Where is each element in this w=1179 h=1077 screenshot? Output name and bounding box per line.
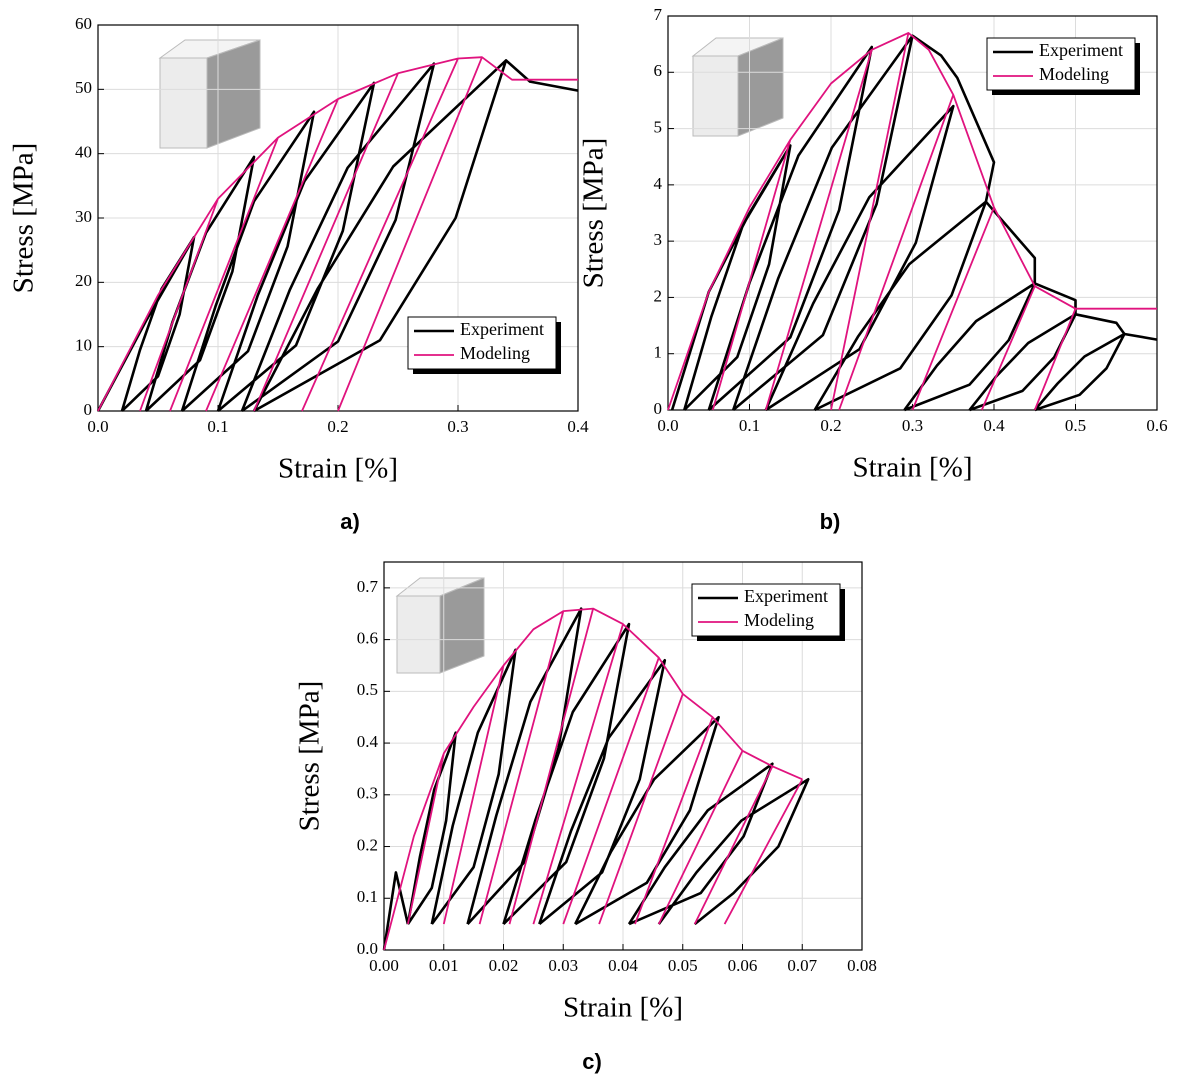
x-tick-label: 0.6 [1146, 416, 1167, 435]
x-tick-label: 0.06 [728, 956, 758, 975]
legend: Experiment Modeling [407, 316, 561, 374]
y-tick-label: 40 [75, 143, 92, 162]
x-axis-label: Strain [%] [278, 453, 398, 485]
y-tick-label: 0.3 [357, 784, 378, 803]
x-tick-label: 0.08 [847, 956, 877, 975]
x-tick-label: 0.03 [548, 956, 578, 975]
y-tick-label: 4 [654, 174, 663, 193]
y-axis-label: Stress [MPa] [8, 143, 40, 294]
y-tick-label: 0.7 [357, 577, 379, 596]
y-axis-label: Stress [MPa] [294, 681, 326, 832]
legend-label: Modeling [744, 610, 814, 630]
y-tick-label: 60 [75, 14, 92, 33]
x-tick-label: 0.00 [369, 956, 399, 975]
x-tick-label: 0.4 [567, 417, 589, 436]
y-tick-label: 0.6 [357, 629, 378, 648]
x-tick-label: 0.01 [429, 956, 459, 975]
x-tick-label: 0.0 [87, 417, 108, 436]
x-tick-label: 0.07 [787, 956, 817, 975]
x-tick-label: 0.1 [207, 417, 228, 436]
legend: Experiment Modeling [986, 37, 1140, 95]
x-tick-label: 0.4 [983, 416, 1005, 435]
y-tick-label: 3 [654, 230, 663, 249]
data-line [667, 32, 1157, 411]
legend-box [691, 583, 841, 637]
y-tick-label: 1 [654, 343, 663, 362]
y-tick-label: 0.1 [357, 887, 378, 906]
y-axis-label: Stress [MPa] [578, 138, 610, 289]
chart-panel: 0.00 0.01 0.02 0.03 0.04 0.05 0.06 0.07 0.08 0.0 0… [294, 561, 877, 1074]
x-axis-label: Strain [%] [853, 452, 973, 484]
x-tick-label: 0.3 [447, 417, 468, 436]
y-tick-label: 0.0 [357, 939, 378, 958]
y-tick-label: 0 [84, 400, 93, 419]
x-tick-label: 0.0 [657, 416, 678, 435]
panel-label: a) [340, 509, 360, 534]
plot-frame [383, 561, 863, 951]
x-tick-label: 0.02 [489, 956, 519, 975]
x-tick-label: 0.1 [739, 416, 760, 435]
x-axis-label: Strain [%] [563, 992, 683, 1024]
x-tick-label: 0.2 [327, 417, 348, 436]
y-tick-label: 50 [75, 78, 92, 97]
y-tick-label: 20 [75, 271, 92, 290]
x-tick-label: 0.3 [902, 416, 923, 435]
legend-box [407, 316, 557, 370]
y-tick-label: 0.2 [357, 835, 378, 854]
legend-label: Experiment [460, 319, 544, 339]
legend-label: Experiment [1039, 40, 1123, 60]
legend-label: Experiment [744, 586, 828, 606]
legend-label: Modeling [460, 343, 530, 363]
legend-label: Modeling [1039, 64, 1109, 84]
y-tick-label: 10 [75, 336, 92, 355]
cube-icon [691, 37, 784, 137]
y-tick-label: 5 [654, 117, 663, 136]
panel-label: b) [820, 509, 841, 534]
chart-panel: 0.0 0.1 0.2 0.3 0.4 0 10 20 30 40 50 60 Strain [%] St… [8, 14, 589, 534]
y-tick-label: 2 [654, 286, 663, 305]
y-tick-label: 0.4 [357, 732, 379, 751]
y-tick-label: 30 [75, 207, 92, 226]
legend: Experiment Modeling [691, 583, 845, 641]
panel-label: c) [582, 1049, 602, 1074]
y-tick-label: 6 [654, 61, 663, 80]
x-tick-label: 0.05 [668, 956, 698, 975]
y-tick-label: 0 [654, 399, 663, 418]
cube-icon [158, 39, 261, 149]
data-line [97, 56, 578, 412]
data-line [383, 607, 804, 951]
legend-box [986, 37, 1136, 91]
y-tick-label: 0.5 [357, 680, 378, 699]
x-tick-label: 0.2 [820, 416, 841, 435]
x-tick-label: 0.5 [1065, 416, 1086, 435]
y-tick-label: 7 [654, 5, 663, 24]
x-tick-label: 0.04 [608, 956, 638, 975]
cube-icon [395, 577, 485, 674]
chart-panel: 0.0 0.1 0.2 0.3 0.4 0.5 0.6 0 1 2 3 4 5 6 7 Strain [%] S… [578, 5, 1168, 534]
